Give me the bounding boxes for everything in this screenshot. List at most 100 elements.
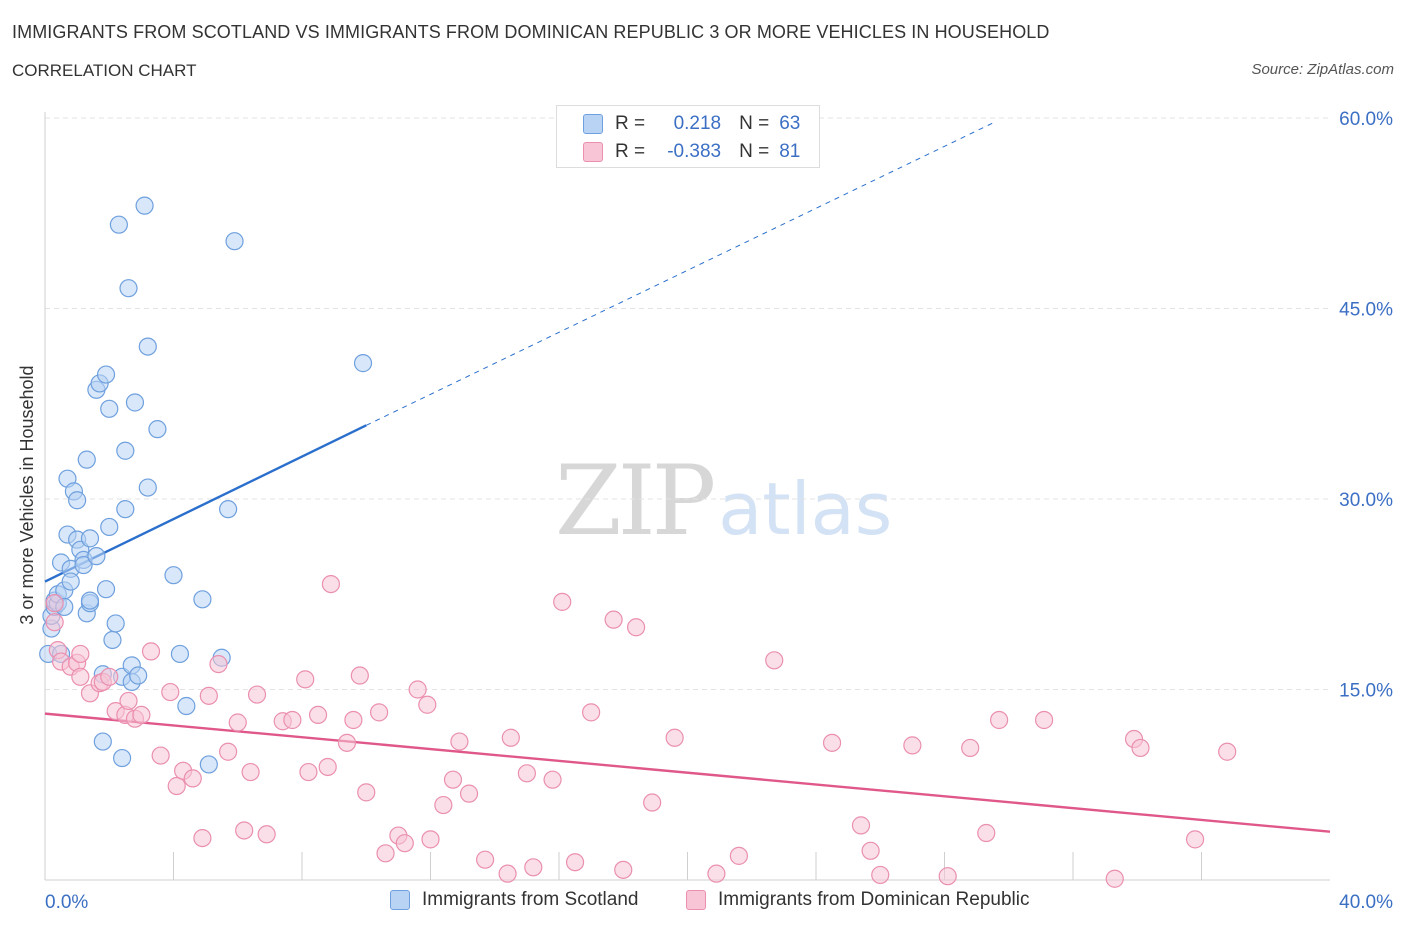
scotland-point <box>80 529 100 548</box>
source-label: Source: ZipAtlas.com <box>1251 61 1394 78</box>
scotland-point <box>138 478 157 497</box>
dominican-point <box>459 784 479 803</box>
legend-n-value-scotland: 63 <box>779 113 801 134</box>
dominican-point <box>247 685 267 704</box>
scotland-point <box>148 420 167 439</box>
dominican-point <box>321 574 341 594</box>
dominican-point <box>443 770 463 789</box>
legend-item-dominican: Immigrants from Dominican Republic <box>686 889 1030 911</box>
dominican-point <box>151 746 170 765</box>
scotland-point <box>77 450 96 469</box>
scotland-point <box>225 232 244 251</box>
chart-title: IMMIGRANTS FROM SCOTLAND VS IMMIGRANTS F… <box>12 22 1050 42</box>
dominican-point <box>370 703 389 722</box>
scotland-point <box>93 732 112 751</box>
dominican-point <box>119 691 138 711</box>
dominican-point <box>141 642 161 661</box>
y-axis-label: 3 or more Vehicles in Household <box>17 365 37 624</box>
dominican-point <box>183 769 202 788</box>
dominican-point <box>132 705 151 725</box>
dominican-point <box>938 867 957 886</box>
dominican-point <box>851 816 871 835</box>
scotland-point <box>100 399 119 418</box>
legend-row-dominican: R = -0.383 N = 81 <box>583 141 805 163</box>
dominican-point <box>235 821 254 840</box>
legend-swatch-dominican <box>686 890 706 910</box>
dominican-point <box>1105 869 1124 888</box>
dominican-point <box>729 846 749 865</box>
dominican-point <box>604 610 623 629</box>
dominican-point <box>476 850 495 869</box>
legend-label-scotland: Immigrants from Scotland <box>422 889 639 910</box>
scotland-point <box>125 393 145 412</box>
scotland-point <box>116 500 135 519</box>
axes <box>44 112 1330 881</box>
dominican-point <box>350 666 369 685</box>
dominican-point <box>193 828 212 848</box>
dominican-point <box>501 728 520 747</box>
scotland-point <box>96 580 116 599</box>
y-tick-label: 15.0% <box>1339 681 1393 702</box>
legend-n-label: N = <box>739 141 770 162</box>
dominican-point <box>961 738 980 758</box>
y-tick-label: 45.0% <box>1339 300 1393 321</box>
legend-item-scotland: Immigrants from Scotland <box>390 889 638 911</box>
dominican-point <box>228 713 247 732</box>
dominican-point <box>707 864 726 883</box>
dominican-point <box>990 710 1009 730</box>
dominican-point <box>219 742 238 761</box>
scotland-point <box>170 644 190 664</box>
scotland-trend-extension <box>366 122 993 426</box>
scotland-point <box>74 555 93 575</box>
legend-swatch-dominican <box>583 142 603 162</box>
dominican-point <box>408 680 427 699</box>
scotland-point <box>80 591 100 610</box>
dominican-point <box>977 823 996 843</box>
dominican-point <box>582 703 601 722</box>
dominican-point <box>1131 738 1150 758</box>
dominican-point <box>861 841 880 860</box>
dominican-point <box>45 613 64 632</box>
scotland-point <box>177 696 196 716</box>
dominican-point <box>665 728 684 747</box>
scotland-point <box>103 630 122 650</box>
dominican-point <box>209 654 228 674</box>
dominican-point <box>553 592 572 611</box>
chart-subtitle: CORRELATION CHART <box>12 61 197 80</box>
y-tick-label: 60.0% <box>1339 109 1393 130</box>
dominican-point <box>283 710 302 730</box>
dominican-point <box>344 710 363 730</box>
dominican-point <box>517 764 536 783</box>
tick-labels: 15.0% 30.0% 45.0% 60.0% 0.0% 40.0% <box>45 109 1393 913</box>
dominican-point <box>418 695 437 714</box>
dominican-points <box>45 574 1237 888</box>
scotland-point <box>135 196 154 215</box>
legend-r-label: R = <box>615 113 646 134</box>
dominican-point <box>498 864 517 883</box>
scotland-point <box>193 590 212 609</box>
legend-swatch-scotland <box>390 890 410 910</box>
dominican-point <box>421 830 440 849</box>
legend-n-value-dominican: 81 <box>779 141 801 162</box>
x-tick-label: 40.0% <box>1339 892 1393 913</box>
dominican-point <box>241 762 260 782</box>
dominican-point <box>45 594 64 613</box>
legend-r-value-dominican: -0.383 <box>667 141 722 162</box>
dominican-point <box>257 825 276 844</box>
dominican-point <box>299 762 318 782</box>
scotland-point <box>199 755 218 774</box>
dominican-point <box>1034 710 1054 730</box>
dominican-point <box>903 736 922 755</box>
dominican-point <box>318 757 337 777</box>
scotland-point <box>106 614 125 633</box>
scotland-point <box>138 337 157 356</box>
scotland-point <box>68 491 87 510</box>
dominican-point <box>100 667 119 686</box>
dominican-point <box>822 733 842 752</box>
dominican-point <box>337 733 357 752</box>
dominican-point <box>1218 742 1237 761</box>
x-tick-label: 0.0% <box>45 892 88 913</box>
scotland-point <box>129 666 148 685</box>
scotland-point <box>96 365 116 384</box>
scotland-point <box>87 547 106 566</box>
